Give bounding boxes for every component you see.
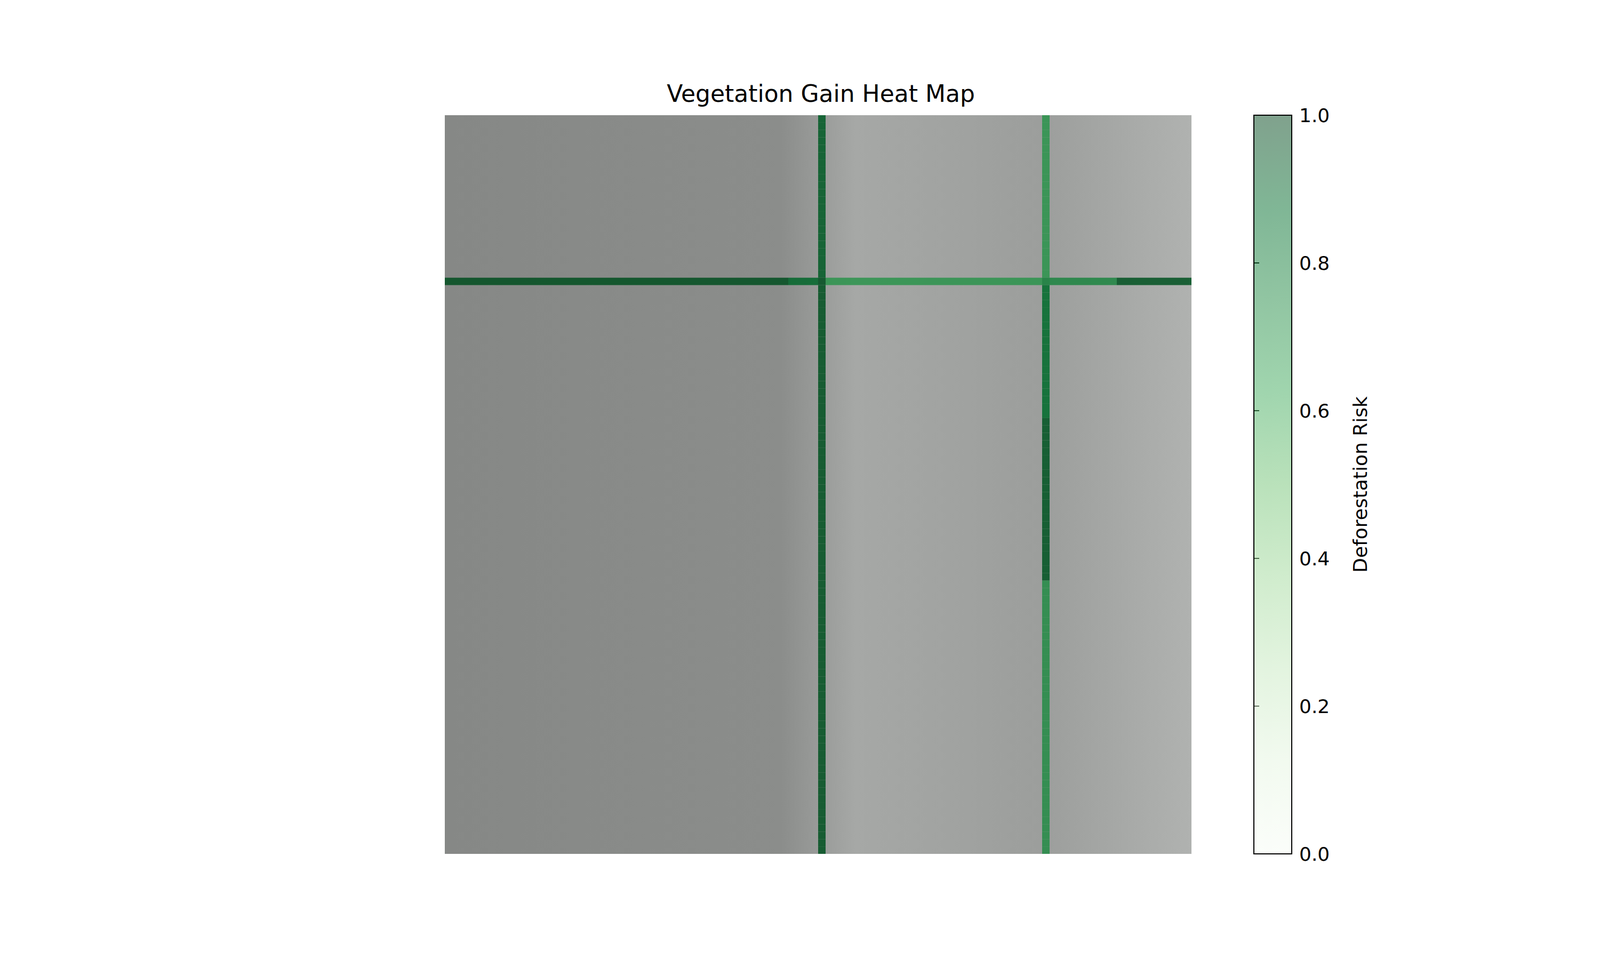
svg-text:0.4: 0.4 [1299,547,1330,570]
svg-text:Deforestation Risk: Deforestation Risk [1349,396,1372,573]
svg-text:1.0: 1.0 [1299,104,1330,127]
svg-text:0.8: 0.8 [1299,252,1330,275]
svg-text:0.0: 0.0 [1299,843,1330,866]
svg-text:0.2: 0.2 [1299,695,1330,718]
svg-text:0.6: 0.6 [1299,400,1330,422]
svg-text:Vegetation Gain Heat Map: Vegetation Gain Heat Map [666,80,975,108]
